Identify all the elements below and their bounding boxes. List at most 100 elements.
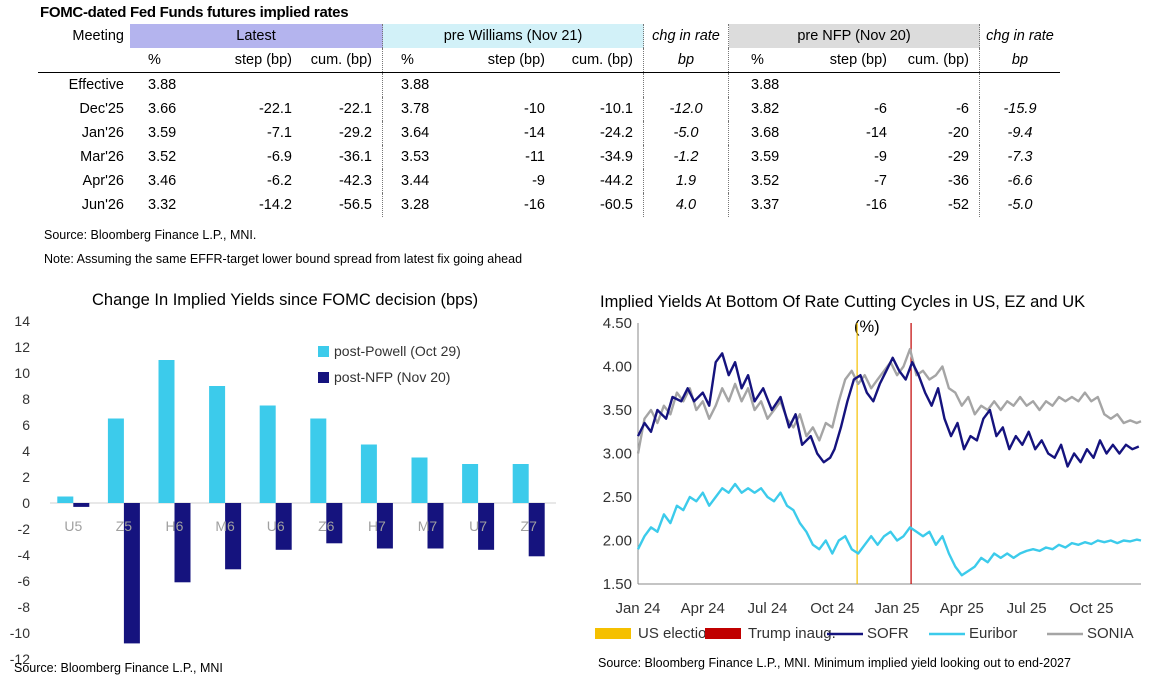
cell-meeting: Jun'26 xyxy=(81,197,124,213)
sub-header-step: step (bp) xyxy=(465,48,545,73)
cell-n-cum: -6 xyxy=(956,101,969,117)
y-tick-label: 3.50 xyxy=(603,402,632,419)
y-tick-label: -2 xyxy=(18,521,31,537)
cell-n-cum: -36 xyxy=(948,173,969,189)
cell-chg1: -12.0 xyxy=(643,97,729,121)
sub-header-pct: % xyxy=(130,48,212,73)
bar-post-nfp-M7 xyxy=(427,503,444,549)
cell-l-step: -6.9 xyxy=(267,149,292,165)
bar-post-powell-M6 xyxy=(209,386,226,503)
cell-w-pct: 3.64 xyxy=(382,121,465,145)
legend-swatch-post-nfp xyxy=(318,372,329,383)
bar-post-powell-H7 xyxy=(360,444,377,503)
cell-n-step: -9 xyxy=(874,149,887,165)
legend-trump-inaug-label: Trump inaug. xyxy=(748,625,836,642)
line-chart-title: Implied Yields At Bottom Of Rate Cutting… xyxy=(600,293,1086,311)
bar-chart: 14 12 10 8 6 4 2 0 -2 -4 -6 -8 -10 -12 U5 Z5 H6 M6 U6 Z6 H7 M… xyxy=(10,313,556,664)
sub-header-cum: cum. (bp) xyxy=(545,48,644,73)
bar-post-nfp-M6 xyxy=(225,503,242,570)
y-tick-label: 4 xyxy=(22,443,30,459)
legend-label: post-Powell (Oct 29) xyxy=(334,343,461,359)
x-tick-label: Apr 24 xyxy=(681,600,725,617)
table-row: Jan'26 3.59 -7.1 -29.2 3.64 -14 -24.2 -5.0 3.68 -… xyxy=(38,121,1060,145)
cell-n-cum: -20 xyxy=(948,125,969,141)
table-note: Note: Assuming the same EFFR-target lowe… xyxy=(44,252,523,266)
x-tick-label: U6 xyxy=(267,518,285,534)
x-tick-label: Jan 24 xyxy=(615,600,660,617)
cell-n-pct: 3.59 xyxy=(728,145,809,169)
cell-w-cum xyxy=(545,73,644,98)
cell-n-cum xyxy=(887,73,980,98)
cell-l-cum: -29.2 xyxy=(338,125,372,141)
cell-chg2: -15.9 xyxy=(979,97,1060,121)
bar-post-powell-U6 xyxy=(259,405,276,503)
line-chart-source: Source: Bloomberg Finance L.P., MNI. Min… xyxy=(598,656,1071,670)
cell-chg2: -6.6 xyxy=(979,169,1060,193)
cell-chg1: 1.9 xyxy=(643,169,729,193)
sub-header-bp: bp xyxy=(979,48,1060,73)
cell-w-pct: 3.78 xyxy=(382,97,465,121)
bar-post-nfp-H7 xyxy=(376,503,393,549)
table-title: FOMC-dated Fed Funds futures implied rat… xyxy=(40,4,349,21)
y-tick-label: -8 xyxy=(18,599,31,615)
cell-chg2: -5.0 xyxy=(979,193,1060,217)
y-tick-label: 14 xyxy=(14,313,30,329)
legend-us-election-label: US election xyxy=(638,625,715,642)
line-chart-subtitle: (%) xyxy=(854,318,880,336)
cell-w-step: -16 xyxy=(524,197,545,213)
y-tick-label: 4.00 xyxy=(603,359,632,376)
cell-w-step: -11 xyxy=(525,149,545,165)
y-tick-label: -12 xyxy=(10,651,30,664)
sub-header-step: step (bp) xyxy=(212,48,292,73)
series-line-sofr xyxy=(636,352,1140,468)
sub-header-row: % step (bp) cum. (bp) % step (bp) cum. (… xyxy=(38,48,1060,73)
x-tick-label: H7 xyxy=(368,518,386,534)
x-tick-label: Oct 24 xyxy=(810,600,854,617)
bar-post-nfp-U7 xyxy=(478,503,495,550)
x-tick-label: Jul 24 xyxy=(748,600,788,617)
x-tick-label: Z7 xyxy=(521,518,538,534)
cell-n-step xyxy=(809,73,887,98)
cell-l-step: -22.1 xyxy=(258,101,292,117)
table-body: Effective 3.88 3.88 3.88 Dec'25 3.66 -22.1 -22.… xyxy=(38,72,1060,217)
cell-l-cum: -56.5 xyxy=(338,197,372,213)
bar-post-powell-Z5 xyxy=(107,418,124,503)
cell-w-cum: -10.1 xyxy=(599,101,633,117)
bar-chart-source: Source: Bloomberg Finance L.P., MNI xyxy=(14,661,223,675)
y-tick-label: -10 xyxy=(10,625,30,641)
bar-post-powell-M7 xyxy=(411,457,428,503)
x-tick-label: Z6 xyxy=(318,518,335,534)
bar-post-nfp-U5 xyxy=(73,503,90,507)
line-chart: 4.50 4.00 3.50 3.00 2.50 2.00 1.50 Jan 24 Apr 24… xyxy=(595,315,1142,642)
sub-header-pct: % xyxy=(382,48,465,73)
cell-chg1: 4.0 xyxy=(643,193,729,217)
cell-n-cum: -52 xyxy=(948,197,969,213)
x-tick-label: U7 xyxy=(469,518,487,534)
y-tick-label: 1.50 xyxy=(603,576,632,593)
cell-n-step: -7 xyxy=(874,173,887,189)
cell-meeting: Dec'25 xyxy=(79,101,124,117)
x-tick-label: Oct 25 xyxy=(1069,600,1113,617)
y-tick-label: 10 xyxy=(14,365,30,381)
x-tick-label: M7 xyxy=(418,518,438,534)
y-tick-label: -6 xyxy=(18,573,31,589)
cell-l-cum: -22.1 xyxy=(338,101,372,117)
bar-post-nfp-U6 xyxy=(275,503,292,550)
legend-swatch-post-powell xyxy=(318,346,329,357)
cell-l-pct: 3.59 xyxy=(148,125,177,141)
table-row: Dec'25 3.66 -22.1 -22.1 3.78 -10 -10.1 -12.0 3.8… xyxy=(38,97,1060,121)
x-tick-label: H6 xyxy=(166,518,184,534)
legend-us-election-swatch xyxy=(595,628,631,639)
y-tick-label: 12 xyxy=(14,339,30,355)
meeting-header: Meeting xyxy=(72,28,124,44)
bar-post-powell-Z7 xyxy=(512,464,529,503)
bar-post-nfp-Z5 xyxy=(123,503,140,644)
legend-euribor-label: Euribor xyxy=(969,625,1017,642)
x-tick-label: Z5 xyxy=(116,518,133,534)
bar-post-nfp-H6 xyxy=(174,503,191,583)
cell-n-step: -6 xyxy=(874,101,887,117)
sub-header-pct: % xyxy=(728,48,809,73)
chg-header-2: chg in rate xyxy=(979,24,1060,48)
y-tick-label: 2.50 xyxy=(603,489,632,506)
table-row: Jun'26 3.32 -14.2 -56.5 3.28 -16 -60.5 4.0 3.37 -… xyxy=(38,193,1060,217)
